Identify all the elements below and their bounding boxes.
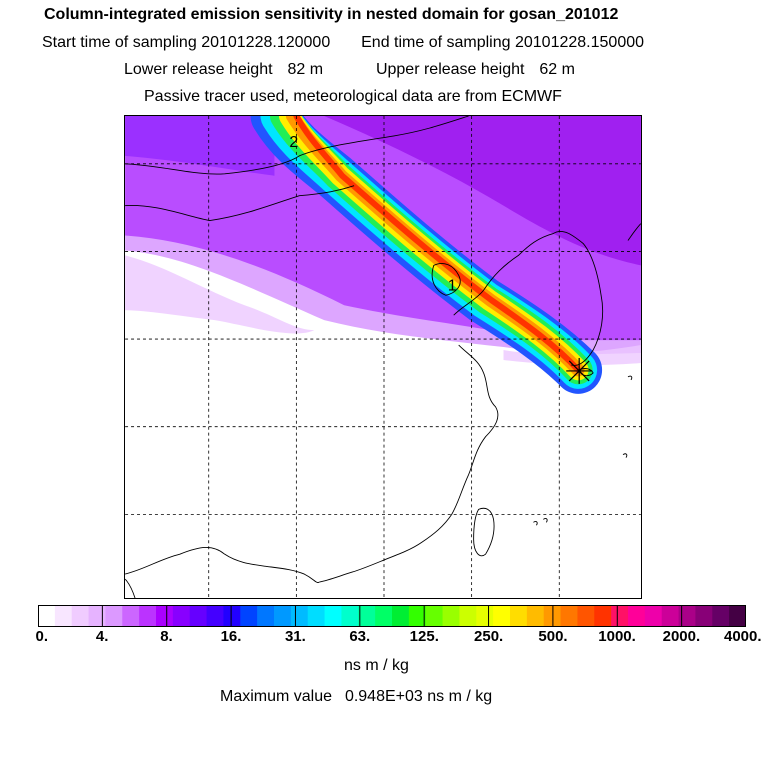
coastlines bbox=[125, 116, 641, 598]
start-time-value: 20101228.120000 bbox=[201, 34, 331, 51]
border-southwest bbox=[125, 547, 320, 583]
field-pale-patches bbox=[125, 255, 315, 334]
colorbar-tick-label: 31. bbox=[284, 628, 306, 645]
colorbar-cell bbox=[290, 605, 309, 627]
colorbar-cell bbox=[526, 605, 545, 627]
max-units: ns m / kg bbox=[427, 688, 493, 705]
lower-height-label: Lower release height bbox=[124, 61, 273, 78]
colorbar-cell bbox=[206, 605, 224, 627]
colorbar-units: ns m / kg bbox=[344, 657, 409, 674]
coast-southeast bbox=[125, 578, 136, 598]
colorbar-cell bbox=[392, 605, 410, 627]
coast-korea bbox=[453, 230, 604, 366]
lat-lon-grid bbox=[125, 116, 641, 598]
colorbar-cell bbox=[644, 605, 663, 627]
colorbar-cell bbox=[729, 605, 746, 627]
upper-height-label: Upper release height bbox=[375, 61, 525, 78]
colorbar-cell bbox=[341, 605, 359, 627]
end-time-value: 20101228.150000 bbox=[514, 34, 645, 51]
colorbar-cell bbox=[712, 605, 730, 627]
colorbar-tick-label: 4000. bbox=[724, 628, 762, 645]
max-value: 0.948E+03 bbox=[344, 688, 423, 705]
colorbar-cell bbox=[661, 605, 680, 627]
colorbar-tick-label: 8. bbox=[160, 628, 173, 645]
colorbar-cell bbox=[560, 605, 578, 627]
colorbar-cell bbox=[459, 605, 477, 627]
colorbar-cell bbox=[54, 605, 73, 627]
subtitle: Passive tracer used, meteorological data… bbox=[144, 88, 562, 105]
colorbar-cell bbox=[274, 605, 292, 627]
colorbar-tick-label: 125. bbox=[409, 628, 439, 645]
coast-china-east bbox=[319, 344, 499, 583]
colorbar-tick-label: 2000. bbox=[662, 628, 701, 645]
colorbar-cell bbox=[577, 605, 595, 627]
colorbar-cell bbox=[510, 605, 528, 627]
colorbar-tick-label: 63. bbox=[349, 628, 371, 645]
colorbar-ticks: 0. 4. 8. 16. 31. 63. 125. 250. 500. 1000. 2000. 400… bbox=[0, 628, 768, 648]
colorbar-cell bbox=[71, 605, 90, 627]
colorbar-tick-label: 500. bbox=[538, 628, 568, 645]
colorbar-cell bbox=[223, 605, 241, 627]
sampling-times: Start time of sampling 20101228.120000 E… bbox=[42, 34, 644, 52]
trajectory-marker-1: 1 bbox=[448, 277, 457, 294]
colorbar-cell bbox=[594, 605, 612, 627]
colorbar-cell bbox=[122, 605, 140, 627]
colorbar-cell bbox=[695, 605, 713, 627]
colorbar-cell bbox=[476, 605, 494, 627]
colorbar-cell bbox=[172, 605, 191, 627]
start-time-label: Start time of sampling bbox=[42, 34, 197, 51]
colorbar-cell bbox=[189, 605, 208, 627]
colorbar-tick-label: 16. bbox=[220, 628, 242, 645]
border-north bbox=[125, 116, 469, 175]
field-upper-left bbox=[125, 116, 275, 176]
colorbar-cell bbox=[611, 605, 629, 627]
colorbar-cell bbox=[240, 605, 258, 627]
release-site-marker bbox=[566, 357, 593, 384]
coast-japan bbox=[627, 223, 641, 241]
colorbar-tick-label: 4. bbox=[95, 628, 109, 645]
colorbar-tick-label: 250. bbox=[474, 628, 504, 645]
plume-band-red bbox=[293, 116, 582, 373]
colorbar-cell bbox=[257, 605, 275, 627]
colorbar-cell bbox=[88, 605, 106, 627]
colorbar-cell bbox=[628, 605, 646, 627]
colorbar-cell bbox=[442, 605, 460, 627]
colorbar-cell bbox=[324, 605, 342, 627]
colorbar-cell bbox=[375, 605, 393, 627]
coast-bohai bbox=[431, 262, 461, 296]
colorbar-cell bbox=[139, 605, 157, 627]
plot-title: Column-integrated emission sensitivity i… bbox=[44, 6, 619, 23]
maximum-value: Maximum value 0.948E+03 ns m / kg bbox=[220, 688, 492, 706]
colorbar-cell bbox=[678, 605, 696, 627]
end-time-label: End time of sampling bbox=[361, 34, 511, 51]
border-mongolia bbox=[125, 185, 355, 222]
release-heights: Lower release height 82 m Upper release … bbox=[124, 61, 575, 79]
colorbar-cell bbox=[493, 605, 511, 627]
field-high-region bbox=[125, 116, 641, 266]
colorbar-cell bbox=[425, 605, 444, 627]
colorbar-cell bbox=[358, 605, 376, 627]
trajectory-marker-2: 2 bbox=[289, 134, 298, 151]
colorbar-tick-label: 0. bbox=[35, 628, 49, 645]
colorbar-cell bbox=[307, 605, 326, 627]
colorbar-cell bbox=[156, 605, 174, 627]
colorbar-tick-label: 1000. bbox=[598, 628, 636, 645]
sensitivity-map: 2 1 bbox=[124, 115, 642, 599]
max-label: Maximum value bbox=[220, 688, 333, 705]
island-taiwan bbox=[473, 507, 495, 557]
colorbar-cell bbox=[38, 605, 56, 627]
colorbar-cell bbox=[105, 605, 123, 627]
colorbar bbox=[38, 605, 746, 627]
colorbar-cell bbox=[543, 605, 562, 627]
colorbar-cell bbox=[408, 605, 427, 627]
lower-height-value: 82 m bbox=[287, 61, 324, 78]
islands-ryukyu bbox=[533, 375, 633, 526]
upper-height-value: 62 m bbox=[539, 61, 575, 78]
